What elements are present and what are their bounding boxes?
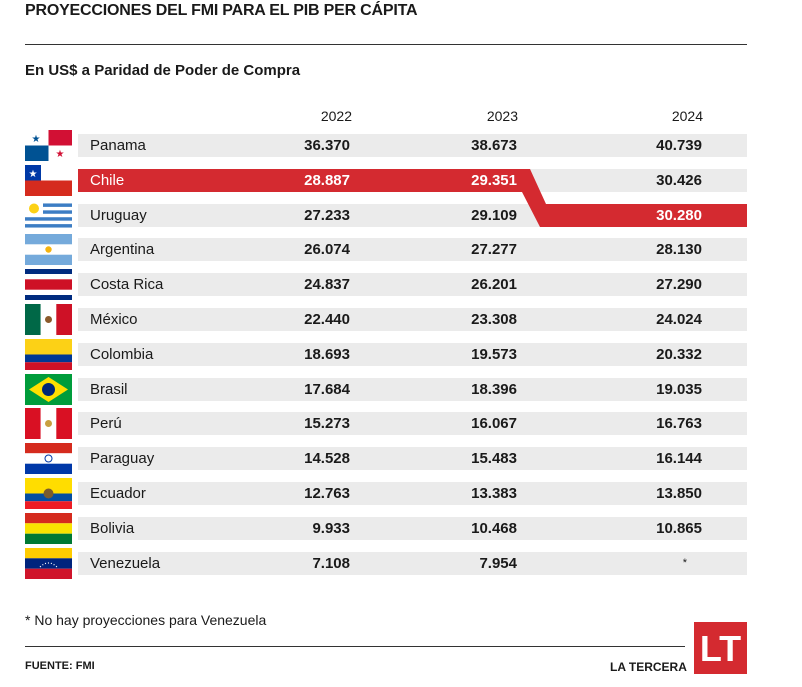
value-panama-2024: 40.739 — [656, 137, 702, 154]
country-name-brasil: Brasil — [90, 381, 128, 398]
country-name-peru: Perú — [90, 415, 122, 432]
value-paraguay-2022: 14.528 — [304, 450, 350, 467]
panama-flag-icon: ★ ★ — [25, 130, 72, 161]
value-costa-rica-2023: 26.201 — [471, 276, 517, 293]
row-band-mexico — [78, 308, 747, 331]
value-peru-2023: 16.067 — [471, 415, 517, 432]
mexico-flag-icon — [25, 304, 72, 335]
value-mexico-2022: 22.440 — [304, 311, 350, 328]
brand-name: LA TERCERA — [610, 660, 687, 674]
value-venezuela-2023: 7.954 — [479, 555, 517, 572]
column-header-2024: 2024 — [671, 108, 703, 124]
value-brasil-2024: 19.035 — [656, 381, 702, 398]
footnote: * No hay proyecciones para Venezuela — [25, 612, 267, 628]
country-name-mexico: México — [90, 311, 138, 328]
country-name-panama: Panama — [90, 137, 146, 154]
value-costa-rica-2024: 27.290 — [656, 276, 702, 293]
country-name-uruguay: Uruguay — [90, 207, 147, 224]
argentina-flag-icon — [25, 234, 72, 265]
bolivia-flag-icon — [25, 513, 72, 544]
venezuela-flag-icon — [25, 548, 72, 579]
chart-subtitle: En US$ a Paridad de Poder de Compra — [25, 62, 301, 79]
paraguay-flag-icon — [25, 443, 72, 474]
costa-rica-flag-icon — [25, 269, 72, 300]
value-argentina-2023: 27.277 — [471, 241, 517, 258]
value-mexico-2023: 23.308 — [471, 311, 517, 328]
logo-text: LT — [700, 628, 741, 669]
value-paraguay-2024: 16.144 — [656, 450, 702, 467]
value-uruguay-2022: 27.233 — [304, 207, 350, 224]
value-brasil-2023: 18.396 — [471, 381, 517, 398]
value-bolivia-2023: 10.468 — [471, 520, 517, 537]
chart-title: PROYECCIONES DEL FMI PARA EL PIB PER CÁP… — [25, 2, 418, 19]
value-chile-2023: 29.351 — [471, 172, 517, 189]
value-argentina-2024: 28.130 — [656, 241, 702, 258]
value-brasil-2022: 17.684 — [304, 381, 350, 398]
value-paraguay-2023: 15.483 — [471, 450, 517, 467]
row-band-costa-rica — [78, 273, 747, 296]
country-name-argentina: Argentina — [90, 241, 155, 258]
row-band-panama — [78, 134, 747, 157]
country-name-venezuela: Venezuela — [90, 555, 161, 572]
value-uruguay-2023: 29.109 — [471, 207, 517, 224]
country-name-ecuador: Ecuador — [90, 485, 146, 502]
value-ecuador-2022: 12.763 — [304, 485, 350, 502]
value-ecuador-2024: 13.850 — [656, 485, 702, 502]
value-panama-2023: 38.673 — [471, 137, 517, 154]
value-venezuela-2024: * — [682, 557, 687, 569]
colombia-flag-icon — [25, 339, 72, 370]
value-ecuador-2023: 13.383 — [471, 485, 517, 502]
value-colombia-2023: 19.573 — [471, 346, 517, 363]
row-band-paraguay — [78, 447, 747, 470]
value-argentina-2022: 26.074 — [304, 241, 350, 258]
chile-flag-icon: ★ — [25, 165, 72, 196]
value-chile-2022: 28.887 — [304, 172, 350, 189]
row-band-peru — [78, 412, 747, 435]
column-header-2023: 2023 — [486, 108, 518, 124]
svg-text:★: ★ — [56, 149, 65, 160]
value-mexico-2024: 24.024 — [656, 311, 702, 328]
la-tercera-logo: LT — [694, 622, 747, 674]
value-bolivia-2024: 10.865 — [656, 520, 702, 537]
country-name-costa-rica: Costa Rica — [90, 276, 164, 293]
row-band-colombia — [78, 343, 747, 366]
brasil-flag-icon — [25, 374, 72, 405]
value-costa-rica-2022: 24.837 — [304, 276, 350, 293]
peru-flag-icon — [25, 408, 72, 439]
ecuador-flag-icon — [25, 478, 72, 509]
value-chile-2024: 30.426 — [656, 172, 702, 189]
row-band-ecuador — [78, 482, 747, 505]
value-venezuela-2022: 7.108 — [312, 555, 350, 572]
row-band-brasil — [78, 378, 747, 401]
row-band-venezuela — [78, 552, 747, 575]
country-name-colombia: Colombia — [90, 346, 154, 363]
value-colombia-2022: 18.693 — [304, 346, 350, 363]
chile-highlight-band — [78, 169, 747, 227]
value-bolivia-2022: 9.933 — [312, 520, 350, 537]
value-peru-2022: 15.273 — [304, 415, 350, 432]
row-band-argentina — [78, 238, 747, 261]
value-colombia-2024: 20.332 — [656, 346, 702, 363]
country-name-bolivia: Bolivia — [90, 520, 135, 537]
row-band-bolivia — [78, 517, 747, 540]
uruguay-flag-icon — [25, 200, 72, 231]
country-name-paraguay: Paraguay — [90, 450, 155, 467]
country-name-chile: Chile — [90, 172, 125, 189]
svg-text:★: ★ — [32, 134, 41, 145]
value-peru-2024: 16.763 — [656, 415, 702, 432]
value-uruguay-2024: 30.280 — [656, 207, 702, 224]
source-label: FUENTE: FMI — [25, 660, 95, 672]
svg-text:★: ★ — [29, 169, 38, 180]
top-divider — [25, 44, 747, 45]
bottom-divider — [25, 646, 685, 647]
value-panama-2022: 36.370 — [304, 137, 350, 154]
column-header-2022: 2022 — [320, 108, 352, 124]
